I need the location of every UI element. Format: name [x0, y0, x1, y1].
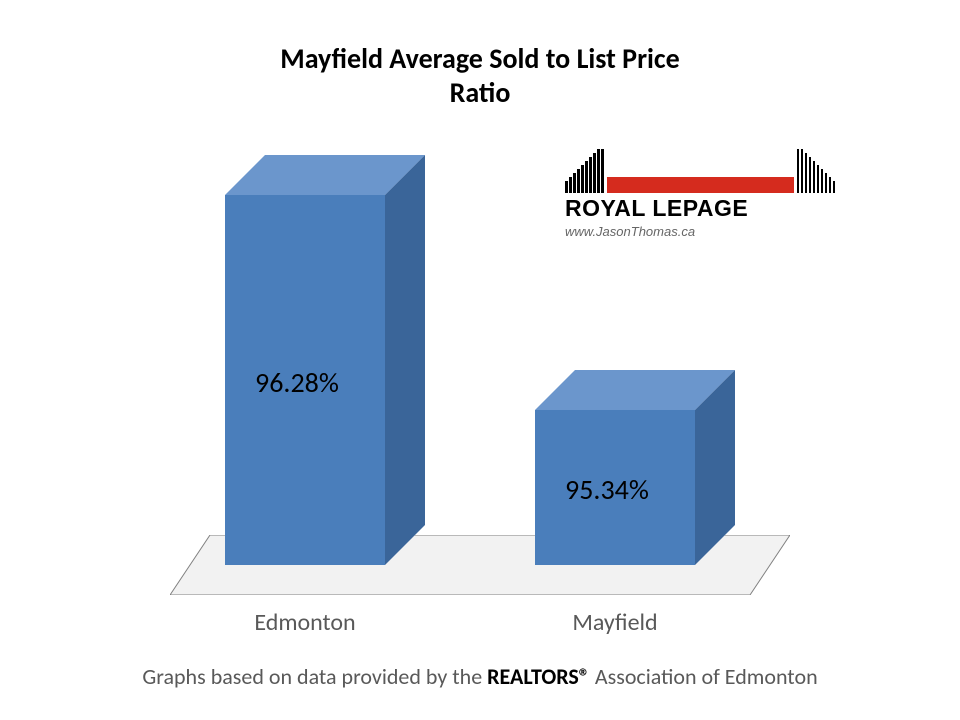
axis-label-mayfield: Mayfield	[525, 608, 705, 637]
chart-title-container: Mayfield Average Sold to List Price Rati…	[0, 42, 960, 109]
chart-title-line2: Ratio	[0, 76, 960, 110]
chart-area: 96.28% 95.34% Edmonton Mayfield	[170, 165, 790, 595]
footer-suffix: Association of Edmonton	[590, 663, 818, 690]
bar-edmonton: 96.28%	[225, 165, 425, 565]
bar-mayfield: 95.34%	[535, 380, 735, 565]
bar-edmonton-value: 96.28%	[255, 365, 339, 400]
axis-label-edmonton: Edmonton	[215, 608, 395, 637]
chart-title-line1: Mayfield Average Sold to List Price	[0, 42, 960, 76]
footer-bold: REALTORS®	[487, 663, 590, 690]
bar-mayfield-value: 95.34%	[565, 472, 649, 507]
footer-prefix: Graphs based on data provided by the	[142, 663, 487, 690]
footer-attribution: Graphs based on data provided by the REA…	[0, 663, 960, 690]
